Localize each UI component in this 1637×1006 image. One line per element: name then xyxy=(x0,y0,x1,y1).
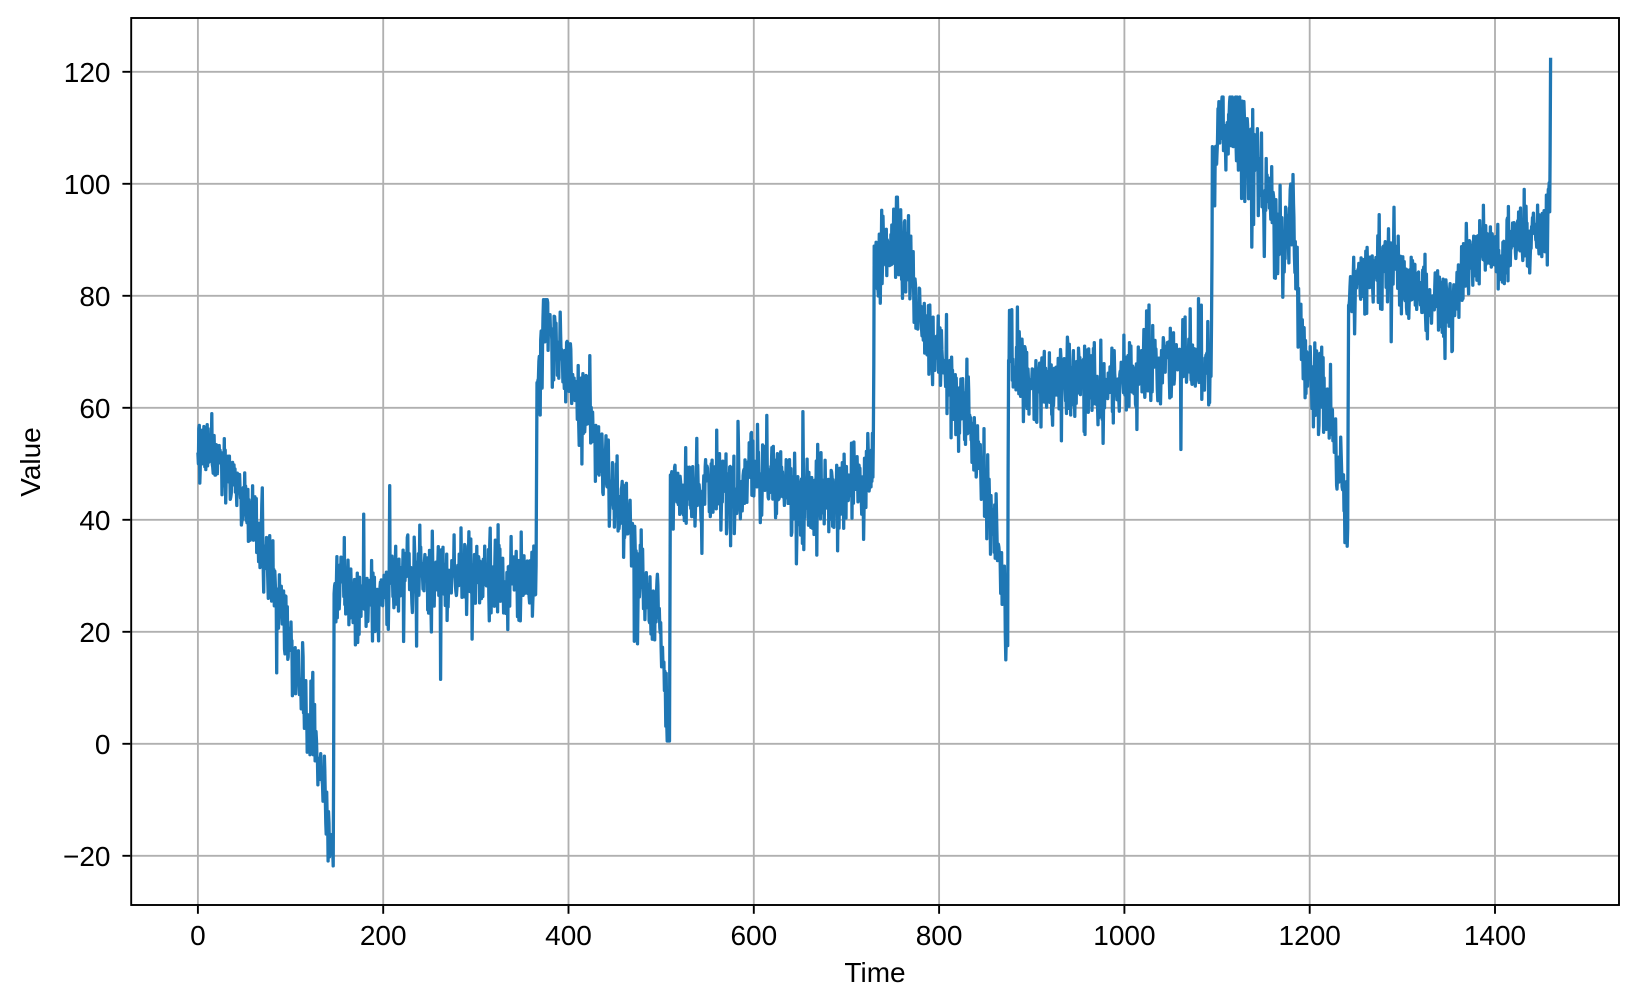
svg-text:0: 0 xyxy=(190,920,206,951)
svg-text:1400: 1400 xyxy=(1464,920,1526,951)
svg-text:40: 40 xyxy=(79,505,110,536)
svg-text:20: 20 xyxy=(79,617,110,648)
svg-text:100: 100 xyxy=(64,169,111,200)
svg-text:1000: 1000 xyxy=(1093,920,1155,951)
svg-text:400: 400 xyxy=(545,920,592,951)
svg-text:1200: 1200 xyxy=(1279,920,1341,951)
svg-text:−20: −20 xyxy=(63,841,111,872)
svg-text:120: 120 xyxy=(64,57,111,88)
svg-text:60: 60 xyxy=(79,393,110,424)
svg-text:200: 200 xyxy=(360,920,407,951)
svg-text:800: 800 xyxy=(916,920,963,951)
svg-text:Time: Time xyxy=(844,957,905,988)
svg-text:0: 0 xyxy=(95,729,111,760)
svg-text:Value: Value xyxy=(15,427,46,497)
svg-text:80: 80 xyxy=(79,281,110,312)
svg-text:600: 600 xyxy=(730,920,777,951)
